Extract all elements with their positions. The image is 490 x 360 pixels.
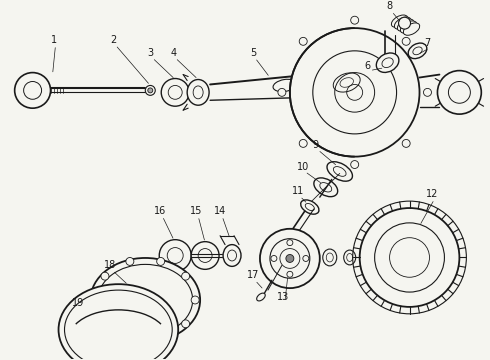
Ellipse shape bbox=[327, 162, 352, 181]
Text: 10: 10 bbox=[297, 162, 309, 171]
Circle shape bbox=[126, 257, 134, 265]
Circle shape bbox=[101, 272, 109, 280]
Text: 11: 11 bbox=[292, 186, 304, 196]
Circle shape bbox=[351, 161, 359, 168]
Circle shape bbox=[278, 89, 286, 96]
Circle shape bbox=[351, 16, 359, 24]
Ellipse shape bbox=[397, 19, 414, 31]
Text: 8: 8 bbox=[387, 1, 392, 12]
Circle shape bbox=[438, 71, 481, 114]
Circle shape bbox=[398, 17, 411, 29]
Ellipse shape bbox=[314, 178, 338, 197]
Circle shape bbox=[287, 240, 293, 246]
Ellipse shape bbox=[363, 251, 372, 264]
Circle shape bbox=[182, 272, 190, 280]
Text: 18: 18 bbox=[104, 260, 117, 270]
Circle shape bbox=[145, 85, 155, 95]
Circle shape bbox=[92, 296, 99, 304]
Text: 12: 12 bbox=[426, 189, 439, 199]
Circle shape bbox=[126, 334, 134, 342]
Text: 4: 4 bbox=[170, 48, 176, 58]
Ellipse shape bbox=[408, 43, 427, 59]
Circle shape bbox=[101, 320, 109, 328]
Circle shape bbox=[402, 139, 410, 147]
Ellipse shape bbox=[392, 15, 408, 27]
Text: 17: 17 bbox=[247, 270, 259, 280]
Text: 16: 16 bbox=[154, 206, 167, 216]
Circle shape bbox=[182, 320, 190, 328]
Text: 19: 19 bbox=[73, 298, 85, 308]
Circle shape bbox=[299, 37, 307, 45]
Ellipse shape bbox=[273, 79, 297, 92]
Circle shape bbox=[286, 255, 294, 262]
Ellipse shape bbox=[376, 53, 399, 72]
Circle shape bbox=[260, 229, 320, 288]
Ellipse shape bbox=[187, 80, 209, 105]
Ellipse shape bbox=[323, 249, 337, 266]
Text: 9: 9 bbox=[313, 140, 319, 150]
Text: 2: 2 bbox=[110, 35, 117, 45]
Circle shape bbox=[191, 242, 219, 269]
Circle shape bbox=[360, 208, 460, 307]
Circle shape bbox=[290, 28, 419, 157]
Text: 13: 13 bbox=[277, 292, 289, 302]
Ellipse shape bbox=[58, 284, 178, 360]
Ellipse shape bbox=[394, 17, 411, 29]
Circle shape bbox=[161, 78, 189, 106]
Circle shape bbox=[271, 256, 277, 261]
Text: 3: 3 bbox=[147, 48, 153, 58]
Text: 7: 7 bbox=[424, 38, 431, 48]
Ellipse shape bbox=[400, 21, 416, 33]
Circle shape bbox=[159, 240, 191, 271]
Circle shape bbox=[402, 37, 410, 45]
Ellipse shape bbox=[403, 23, 420, 35]
Circle shape bbox=[191, 296, 199, 304]
Circle shape bbox=[157, 334, 165, 342]
Ellipse shape bbox=[301, 200, 319, 214]
Text: 14: 14 bbox=[214, 206, 226, 216]
Ellipse shape bbox=[343, 250, 356, 265]
Text: 5: 5 bbox=[250, 48, 256, 58]
Ellipse shape bbox=[91, 258, 200, 342]
Circle shape bbox=[303, 256, 309, 261]
Ellipse shape bbox=[257, 293, 265, 301]
Circle shape bbox=[15, 73, 50, 108]
Text: 15: 15 bbox=[190, 206, 202, 216]
Text: 6: 6 bbox=[365, 61, 371, 71]
Circle shape bbox=[423, 89, 432, 96]
Text: 1: 1 bbox=[50, 35, 57, 45]
Circle shape bbox=[299, 139, 307, 147]
Circle shape bbox=[148, 88, 153, 93]
Circle shape bbox=[287, 271, 293, 277]
Circle shape bbox=[157, 257, 165, 265]
Ellipse shape bbox=[223, 244, 241, 266]
